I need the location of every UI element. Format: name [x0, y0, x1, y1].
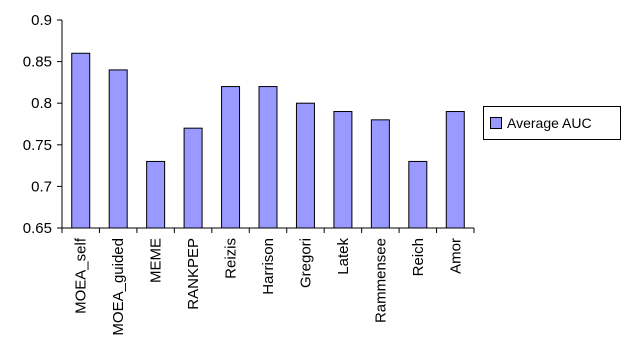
bar-amor [445, 111, 465, 229]
category-label: Reich [410, 238, 427, 276]
bar-reizis [221, 86, 241, 229]
bar-harrison [258, 86, 278, 229]
y-axis: 0.65 0.7 0.75 0.8 0.85 0.9 [23, 12, 63, 237]
bar-meme [146, 160, 166, 229]
bar-rammensee [370, 119, 390, 229]
category-label: Harrison [260, 238, 277, 295]
category-label: Latek [335, 238, 352, 275]
category-labels: MOEA_self MOEA_guided MEME RANKPEP Reizis Har… [73, 237, 465, 335]
legend: Average AUC [483, 106, 621, 140]
bar-chart: 0.65 0.7 0.75 0.8 0.85 0.9 MOEA_self MOEA_guid… [23, 12, 475, 336]
x-axis [61, 227, 475, 233]
bar-reich [408, 160, 428, 229]
legend-label: Average AUC [507, 115, 592, 131]
y-tick-label: 0.75 [23, 137, 52, 154]
y-tick-label: 0.85 [23, 54, 52, 71]
category-label: RANKPEP [185, 238, 202, 310]
y-tick-label: 0.9 [31, 12, 52, 29]
category-label: MOEA_self [73, 237, 90, 314]
category-label: MOEA_guided [110, 238, 127, 336]
y-tick-label: 0.8 [31, 95, 52, 112]
category-label: Rammensee [372, 238, 389, 323]
bar-moea-guided [108, 69, 128, 229]
category-label: MEME [148, 238, 165, 283]
y-tick-label: 0.7 [31, 178, 52, 195]
bars [71, 52, 465, 229]
bar-moea-self [71, 52, 91, 229]
legend-swatch [490, 117, 502, 129]
bar-latek [333, 111, 353, 229]
bar-rankpep [183, 127, 203, 229]
y-tick-label: 0.65 [23, 220, 52, 237]
category-label: Reizis [223, 238, 240, 279]
category-label: Amor [447, 238, 464, 274]
bar-gregori [295, 102, 315, 229]
category-label: Gregori [297, 238, 314, 288]
